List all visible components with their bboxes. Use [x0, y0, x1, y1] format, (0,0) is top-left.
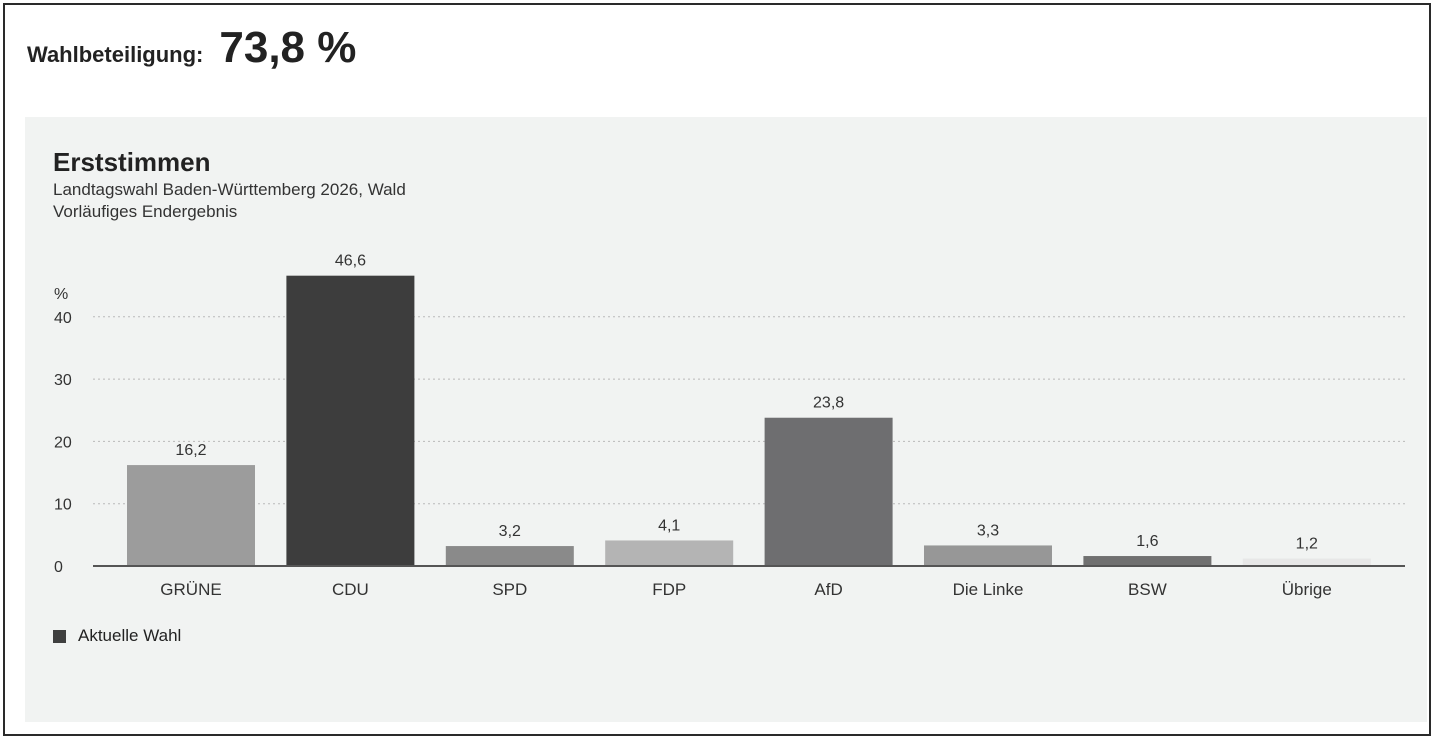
bar-7 [1083, 556, 1212, 566]
y-tick-label-40: 40 [54, 310, 72, 327]
value-label-6: 3,3 [977, 522, 999, 539]
value-label-1: 16,2 [175, 442, 206, 459]
chart-frame: Wahlbeteiligung: 73,8 % Erststimmen Land… [3, 3, 1431, 736]
chart-subtitle: Landtagswahl Baden-Württemberg 2026, Wal… [53, 179, 406, 223]
x-tick-label-6: Die Linke [953, 580, 1024, 599]
subtitle-line-2: Vorläufiges Endergebnis [53, 202, 238, 221]
bar-6 [924, 545, 1052, 566]
x-tick-label-8: Übrige [1282, 580, 1332, 599]
legend-swatch [53, 629, 66, 643]
value-label-2: 46,6 [335, 253, 366, 270]
subtitle-line-1: Landtagswahl Baden-Württemberg 2026, Wal… [53, 180, 406, 199]
bar-4 [605, 540, 734, 566]
x-tick-label-2: CDU [332, 580, 369, 599]
turnout-value: 73,8 % [219, 23, 357, 72]
x-tick-label-3: SPD [492, 580, 527, 599]
y-tick-label-10: 10 [54, 497, 72, 514]
turnout-label: Wahlbeteiligung: [27, 42, 204, 67]
legend-label: Aktuelle Wahl [78, 626, 182, 645]
y-axis-label: % [54, 286, 68, 303]
chart-title: Erststimmen [53, 147, 211, 177]
value-label-8: 1,2 [1296, 536, 1318, 553]
x-tick-label-7: BSW [1128, 580, 1167, 599]
gridlines [93, 316, 1405, 505]
x-tick-label-1: GRÜNE [160, 580, 221, 599]
value-label-4: 4,1 [658, 517, 680, 534]
bar-3 [445, 546, 574, 566]
bars [127, 275, 1371, 566]
x-tick-label-4: FDP [652, 580, 686, 599]
value-label-7: 1,6 [1136, 533, 1158, 550]
bar-2 [286, 275, 415, 566]
y-tick-label-0: 0 [54, 559, 63, 576]
value-label-5: 23,8 [813, 395, 844, 412]
bar-1 [127, 465, 255, 566]
y-axis-ticks: 0 10 20 30 40 [54, 310, 72, 576]
x-axis-labels: GRÜNE CDU SPD FDP AfD Die Linke BSW Übrige [160, 580, 1332, 599]
value-labels: 16,2 46,6 3,2 4,1 23,8 3,3 1,6 1,2 [175, 253, 1318, 553]
chart-panel: Erststimmen Landtagswahl Baden-Württembe… [25, 117, 1427, 722]
x-tick-label-5: AfD [814, 580, 842, 599]
bar-5 [764, 417, 893, 566]
legend: Aktuelle Wahl [53, 626, 181, 646]
value-label-3: 3,2 [499, 523, 521, 540]
bar-8 [1242, 558, 1371, 566]
turnout: Wahlbeteiligung: 73,8 % [27, 23, 356, 73]
y-tick-label-20: 20 [54, 434, 72, 451]
y-tick-label-30: 30 [54, 372, 72, 389]
